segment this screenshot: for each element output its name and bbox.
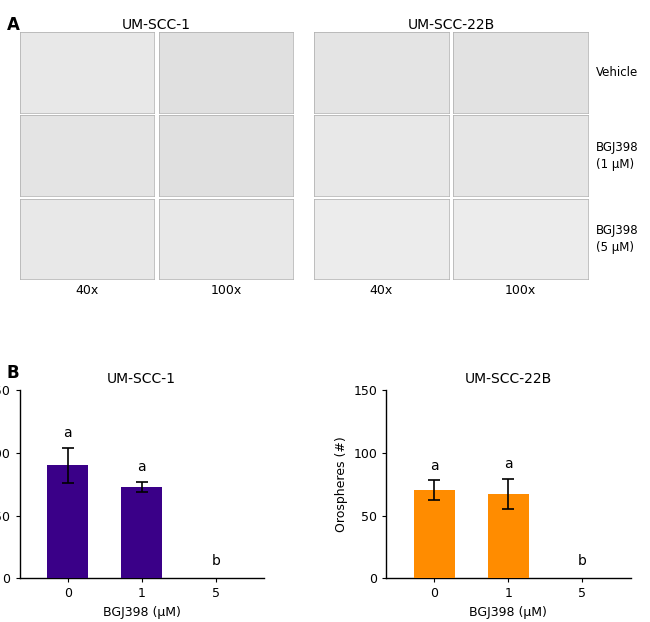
Text: BGJ398
(5 μM): BGJ398 (5 μM)	[596, 224, 638, 254]
Text: 100x: 100x	[505, 284, 536, 297]
Text: UM-SCC-1: UM-SCC-1	[122, 18, 191, 32]
Text: B: B	[6, 364, 19, 382]
Bar	[488, 494, 528, 578]
Text: 100x: 100x	[211, 284, 242, 297]
Title: UM-SCC-22B: UM-SCC-22B	[465, 372, 552, 386]
Y-axis label: Orospheres (#): Orospheres (#)	[335, 436, 348, 532]
Text: b: b	[211, 554, 220, 569]
Text: a: a	[504, 457, 513, 471]
Text: BGJ398
(1 μM): BGJ398 (1 μM)	[596, 141, 638, 170]
Bar	[122, 486, 162, 578]
Text: a: a	[430, 458, 439, 473]
Text: Vehicle: Vehicle	[596, 66, 638, 78]
Text: b: b	[578, 554, 587, 569]
Text: A: A	[6, 16, 20, 34]
X-axis label: BGJ398 (μM): BGJ398 (μM)	[469, 606, 547, 619]
Text: a: a	[137, 460, 146, 474]
Text: a: a	[63, 426, 72, 440]
Text: UM-SCC-22B: UM-SCC-22B	[408, 18, 495, 32]
Bar	[414, 490, 454, 578]
Text: 40x: 40x	[370, 284, 393, 297]
Text: 40x: 40x	[75, 284, 98, 297]
X-axis label: BGJ398 (μM): BGJ398 (μM)	[103, 606, 181, 619]
Bar	[47, 465, 88, 578]
Title: UM-SCC-1: UM-SCC-1	[107, 372, 176, 386]
